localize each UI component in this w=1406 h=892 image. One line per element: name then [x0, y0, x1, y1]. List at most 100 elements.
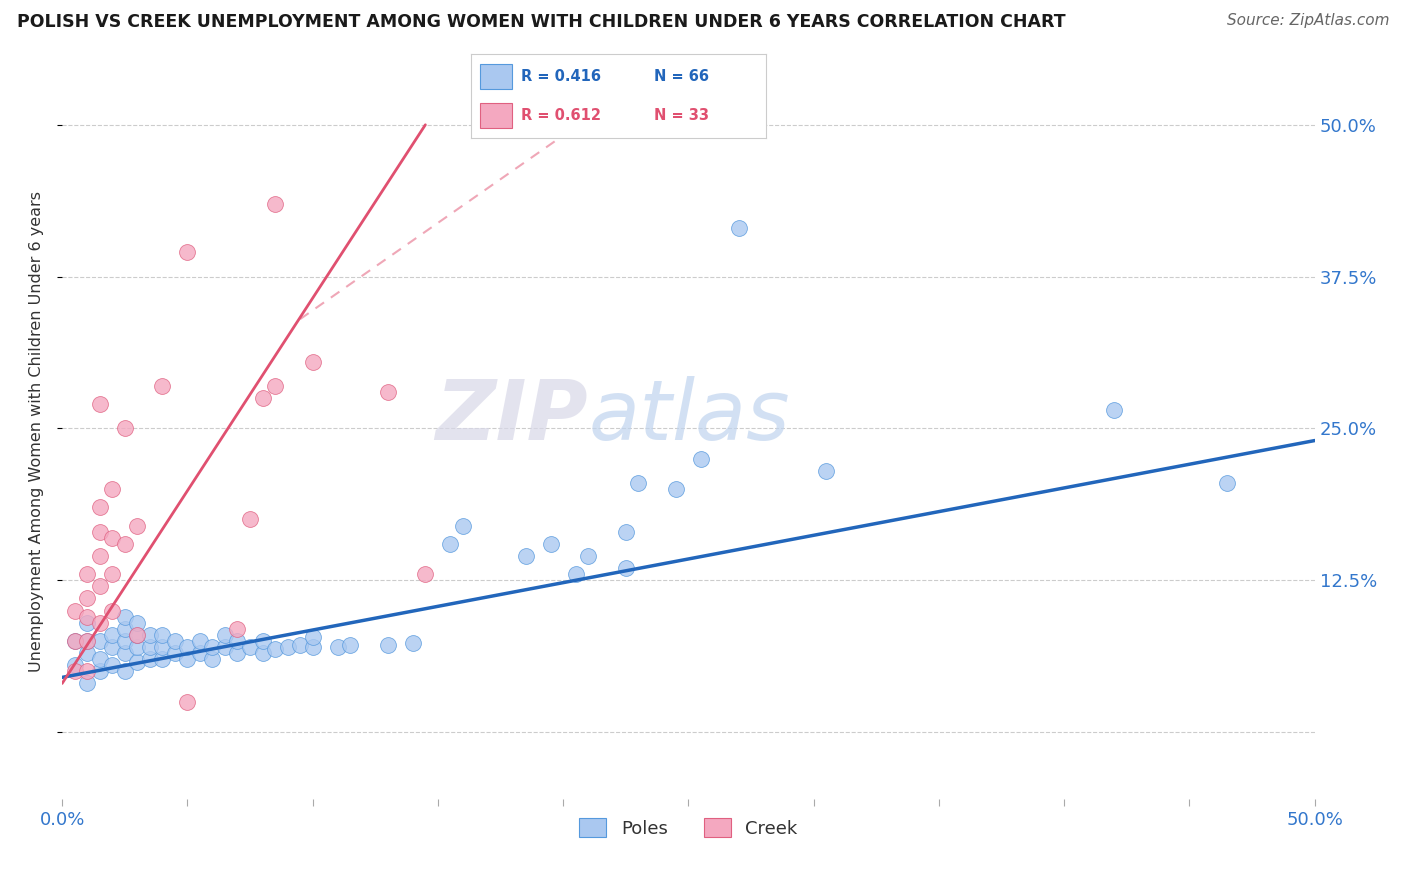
- Point: [176, 245, 198, 260]
- Point: [188, 634, 211, 648]
- Point: [239, 640, 262, 654]
- Point: [127, 640, 149, 654]
- Text: atlas: atlas: [588, 376, 790, 458]
- Point: [377, 384, 399, 399]
- Point: [252, 646, 274, 660]
- Point: [176, 695, 198, 709]
- Point: [76, 634, 98, 648]
- Point: [150, 628, 173, 642]
- Point: [139, 628, 162, 642]
- Point: [114, 609, 136, 624]
- Point: [89, 634, 111, 648]
- Point: [89, 500, 111, 515]
- Point: [201, 640, 224, 654]
- Point: [101, 531, 124, 545]
- Point: [176, 652, 198, 666]
- Point: [1104, 403, 1126, 417]
- Point: [76, 676, 98, 690]
- Point: [339, 638, 361, 652]
- Point: [226, 646, 249, 660]
- Point: [63, 665, 86, 679]
- Point: [301, 640, 323, 654]
- Point: [163, 646, 186, 660]
- Point: [176, 640, 198, 654]
- Point: [201, 652, 224, 666]
- Point: [101, 482, 124, 496]
- Point: [415, 567, 437, 582]
- Point: [226, 622, 249, 636]
- Point: [127, 518, 149, 533]
- Point: [89, 665, 111, 679]
- Point: [76, 634, 98, 648]
- Point: [150, 652, 173, 666]
- Point: [139, 652, 162, 666]
- Point: [665, 482, 688, 496]
- Point: [377, 638, 399, 652]
- Point: [540, 537, 562, 551]
- Point: [89, 397, 111, 411]
- Point: [576, 549, 599, 563]
- Point: [226, 634, 249, 648]
- Point: [89, 549, 111, 563]
- Text: R = 0.612: R = 0.612: [522, 108, 602, 123]
- Point: [264, 196, 287, 211]
- Point: [163, 634, 186, 648]
- Point: [76, 609, 98, 624]
- Point: [301, 354, 323, 368]
- Point: [188, 646, 211, 660]
- Point: [1216, 476, 1239, 491]
- Point: [239, 512, 262, 526]
- Point: [114, 537, 136, 551]
- Point: [150, 640, 173, 654]
- Point: [301, 630, 323, 644]
- Point: [76, 665, 98, 679]
- Point: [690, 451, 713, 466]
- Point: [101, 604, 124, 618]
- Point: [439, 537, 461, 551]
- Text: N = 66: N = 66: [654, 69, 709, 84]
- Point: [127, 628, 149, 642]
- FancyBboxPatch shape: [479, 103, 512, 128]
- Point: [627, 476, 650, 491]
- Point: [264, 379, 287, 393]
- Point: [63, 658, 86, 673]
- Point: [614, 524, 637, 539]
- Text: Source: ZipAtlas.com: Source: ZipAtlas.com: [1226, 13, 1389, 29]
- Point: [89, 652, 111, 666]
- Point: [63, 634, 86, 648]
- Point: [89, 579, 111, 593]
- Point: [89, 524, 111, 539]
- FancyBboxPatch shape: [479, 63, 512, 89]
- Point: [76, 591, 98, 606]
- Point: [252, 634, 274, 648]
- Point: [264, 642, 287, 657]
- Point: [127, 655, 149, 669]
- Point: [63, 634, 86, 648]
- Point: [150, 379, 173, 393]
- Point: [214, 640, 236, 654]
- Point: [614, 561, 637, 575]
- Point: [76, 567, 98, 582]
- Point: [214, 628, 236, 642]
- Point: [114, 421, 136, 435]
- Point: [114, 622, 136, 636]
- Point: [101, 658, 124, 673]
- Point: [288, 638, 311, 652]
- Point: [127, 615, 149, 630]
- Text: POLISH VS CREEK UNEMPLOYMENT AMONG WOMEN WITH CHILDREN UNDER 6 YEARS CORRELATION: POLISH VS CREEK UNEMPLOYMENT AMONG WOMEN…: [17, 13, 1066, 31]
- Point: [127, 628, 149, 642]
- Point: [101, 640, 124, 654]
- Point: [139, 640, 162, 654]
- Text: ZIP: ZIP: [436, 376, 588, 458]
- Point: [63, 604, 86, 618]
- Point: [76, 646, 98, 660]
- Point: [727, 221, 749, 235]
- Point: [114, 634, 136, 648]
- Point: [76, 615, 98, 630]
- Point: [114, 665, 136, 679]
- Point: [114, 646, 136, 660]
- Text: R = 0.416: R = 0.416: [522, 69, 602, 84]
- Text: N = 33: N = 33: [654, 108, 709, 123]
- Point: [326, 640, 349, 654]
- Point: [277, 640, 299, 654]
